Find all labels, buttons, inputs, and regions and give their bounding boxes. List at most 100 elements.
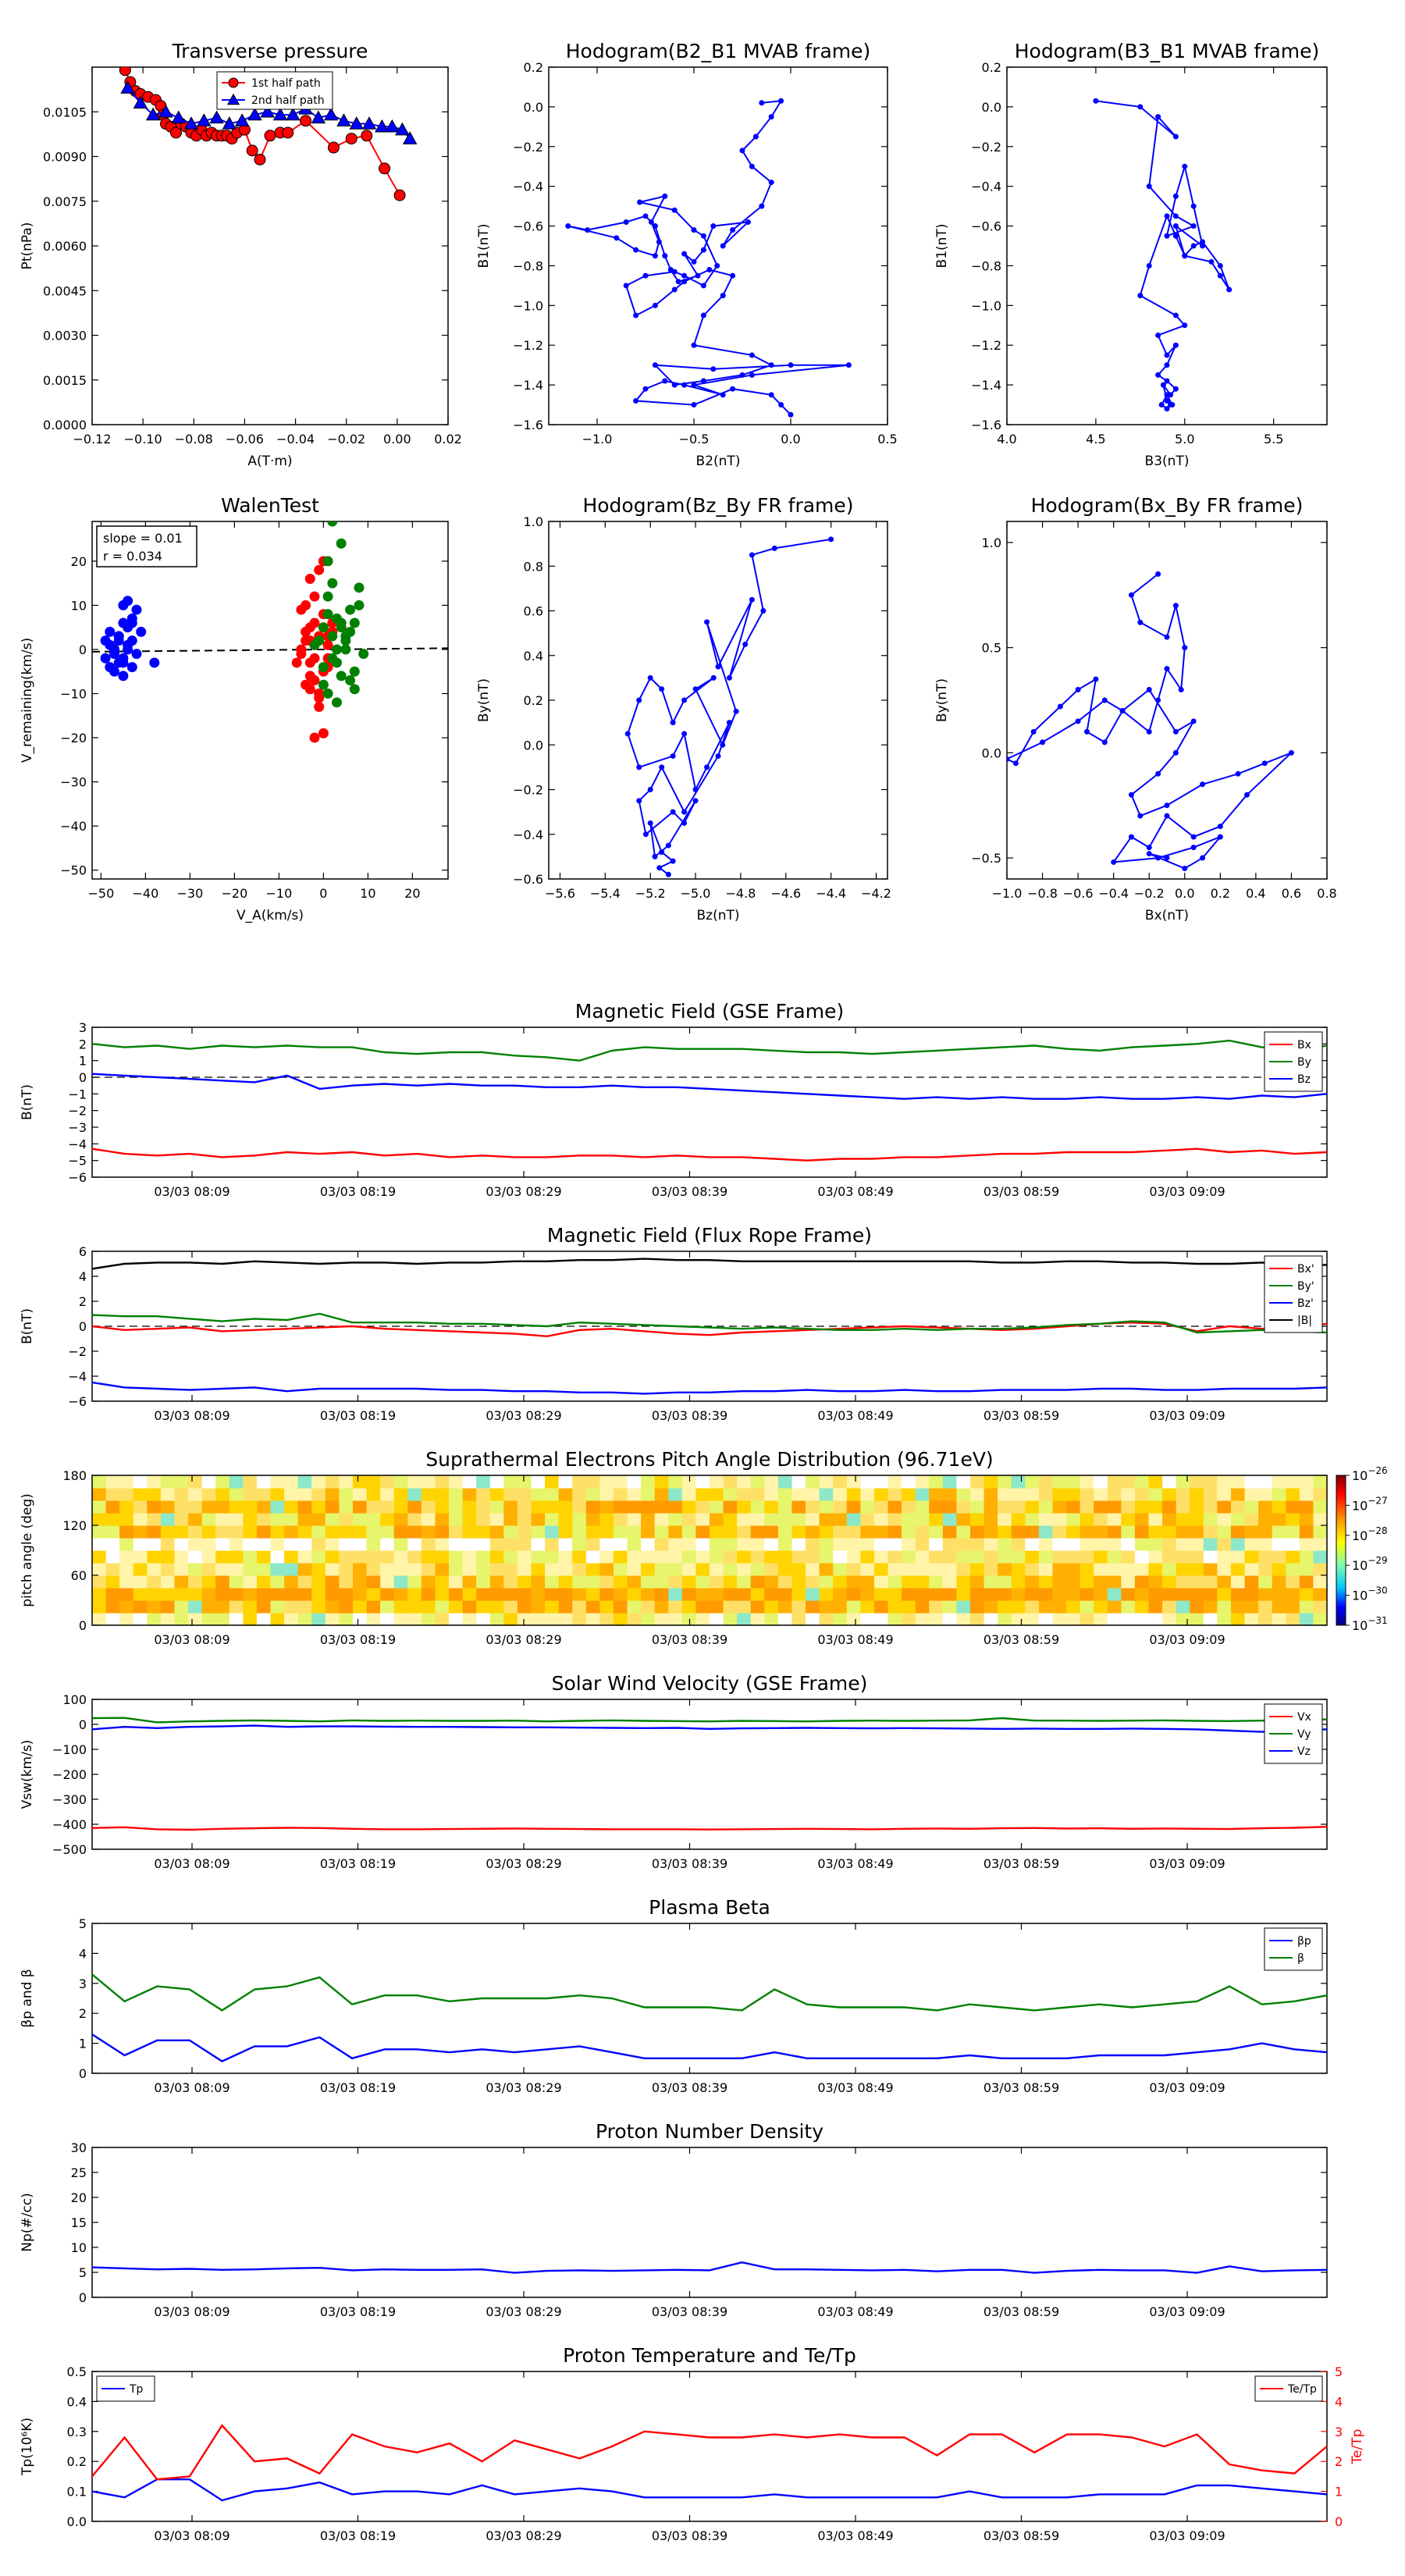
heatmap-cell [873, 1575, 889, 1589]
heatmap-cell [133, 1538, 148, 1551]
heatmap-cell [1066, 1488, 1081, 1501]
y-tick-label: −20 [60, 731, 87, 745]
data-point [642, 386, 649, 392]
data-point [1164, 352, 1170, 358]
heatmap-cell [284, 1613, 299, 1626]
heatmap-cell [462, 1525, 477, 1539]
heatmap-cell [1052, 1550, 1067, 1564]
heatmap-cell [1094, 1513, 1108, 1526]
heatmap-cell [984, 1575, 998, 1589]
heatmap-cell [654, 1500, 669, 1514]
heatmap-cell [160, 1525, 176, 1539]
heatmap-cell [1025, 1513, 1040, 1526]
heatmap-cell [1148, 1500, 1163, 1514]
heatmap-cell [860, 1600, 875, 1614]
heatmap-cell [1203, 1613, 1218, 1626]
heatmap-cell [188, 1550, 203, 1564]
data-point [327, 653, 338, 664]
heatmap-cell [860, 1500, 875, 1514]
heatmap-cell [1038, 1600, 1054, 1614]
heatmap-cell [174, 1613, 189, 1626]
heatmap-cell [998, 1538, 1012, 1551]
heatmap-cell [1313, 1488, 1328, 1501]
heatmap-cell [998, 1525, 1012, 1539]
series-line [91, 1258, 1328, 1270]
heatmap-cell [284, 1588, 299, 1601]
heatmap-cell [352, 1500, 368, 1514]
heatmap-cell [380, 1538, 395, 1551]
heatmap-cell [887, 1488, 902, 1501]
heatmap-cell [133, 1513, 148, 1526]
heatmap-cell [311, 1600, 326, 1614]
heatmap-cell [572, 1513, 587, 1526]
heatmap-cell [531, 1513, 546, 1526]
heatmap-cell [133, 1613, 148, 1626]
data-point [692, 798, 699, 804]
heatmap-cell [1258, 1563, 1273, 1576]
data-point [304, 657, 315, 668]
x-tick-label: 03/03 08:49 [817, 1184, 893, 1199]
data-point [349, 116, 364, 130]
heatmap-cell [627, 1513, 642, 1526]
data-point [749, 596, 755, 603]
heatmap-cell [1190, 1600, 1204, 1614]
heatmap-cell [723, 1600, 738, 1614]
heatmap-cell [1107, 1525, 1122, 1539]
heatmap-cell [1134, 1563, 1150, 1576]
heatmap-cell [1094, 1488, 1108, 1501]
heatmap-cell [1052, 1588, 1067, 1601]
heatmap-cell [1190, 1500, 1204, 1514]
heatmap-cell [791, 1588, 806, 1601]
data-point [704, 619, 710, 625]
data-point [254, 153, 266, 165]
heatmap-cell [1080, 1588, 1094, 1601]
data-point [691, 258, 697, 265]
heatmap-cell [750, 1575, 765, 1589]
x-tick-label: 4.0 [997, 432, 1016, 447]
heatmap-cell [1162, 1475, 1177, 1489]
series-line [91, 1717, 1328, 1724]
heatmap-cell [750, 1525, 765, 1539]
heatmap-cell [1313, 1613, 1328, 1626]
heatmap-cell [1230, 1513, 1246, 1526]
heatmap-cell [641, 1588, 656, 1601]
heatmap-cell [1052, 1600, 1067, 1614]
heatmap-cell [105, 1588, 120, 1601]
series-line [91, 2424, 1328, 2481]
y-tick-label: −0.4 [971, 180, 1001, 194]
data-point [739, 148, 745, 154]
heatmap-cell [105, 1500, 120, 1514]
heatmap-cell [1107, 1613, 1122, 1626]
heatmap-cell [297, 1563, 312, 1576]
x-tick-label: 03/03 08:09 [154, 1856, 229, 1871]
heatmap-cell [119, 1575, 134, 1589]
heatmap-cell [1190, 1550, 1204, 1564]
plot-area [92, 521, 448, 743]
heatmap-cell [1162, 1613, 1177, 1626]
heatmap-cell [998, 1513, 1012, 1526]
heatmap-cell [860, 1525, 875, 1539]
colorbar-exp: −29 [1368, 1555, 1387, 1566]
heatmap-cell [311, 1575, 326, 1589]
y-tick-label: 0.2 [524, 60, 543, 75]
heatmap-cell [984, 1475, 998, 1489]
heatmap-cell [969, 1613, 985, 1626]
data-point [726, 720, 732, 726]
heatmap-cell [1148, 1575, 1163, 1589]
y-tick-label: −4 [68, 1137, 87, 1151]
heatmap-cell [723, 1575, 738, 1589]
data-point [1172, 233, 1179, 239]
heatmap-cell [489, 1525, 504, 1539]
heatmap-cell [654, 1600, 669, 1614]
chart-h1: −1.6−1.4−1.2−1.0−0.8−0.6−0.4−0.20.00.2−1… [476, 40, 898, 469]
heatmap-cell [1121, 1525, 1136, 1539]
heatmap-cell [201, 1538, 216, 1551]
data-point [1200, 855, 1206, 861]
y-axis-label: pitch angle (deg) [20, 1493, 35, 1607]
heatmap-cell [1286, 1475, 1300, 1489]
data-point [247, 107, 262, 121]
heatmap-cell [613, 1475, 628, 1489]
data-point [300, 115, 312, 127]
